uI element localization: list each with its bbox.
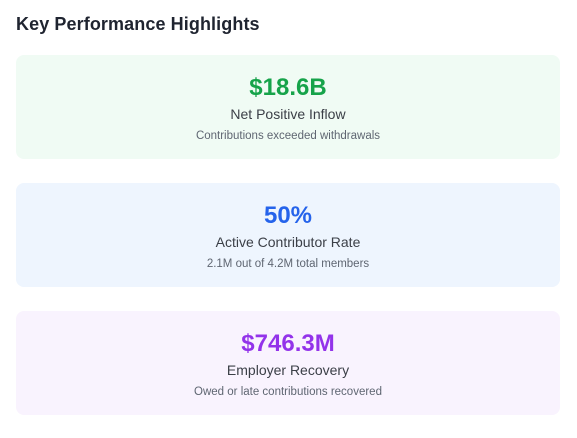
highlight-card-contributor-rate: 50% Active Contributor Rate 2.1M out of …	[16, 183, 560, 287]
card-description: Contributions exceeded withdrawals	[195, 130, 381, 142]
card-label: Net Positive Inflow	[230, 106, 346, 122]
page-title: Key Performance Highlights	[16, 14, 260, 34]
card-value: $18.6B	[249, 74, 327, 101]
highlight-card-net-inflow: $18.6B Net Positive Inflow Contributions…	[16, 55, 560, 159]
card-label: Employer Recovery	[226, 362, 350, 378]
card-description: 2.1M out of 4.2M total members	[206, 258, 370, 270]
card-value: $746.3M	[241, 330, 335, 357]
card-description: Owed or late contributions recovered	[194, 386, 382, 398]
card-value: 50%	[263, 202, 313, 229]
highlight-card-employer-recovery: $746.3M Employer Recovery Owed or late c…	[16, 311, 560, 415]
card-label: Active Contributor Rate	[215, 234, 361, 250]
